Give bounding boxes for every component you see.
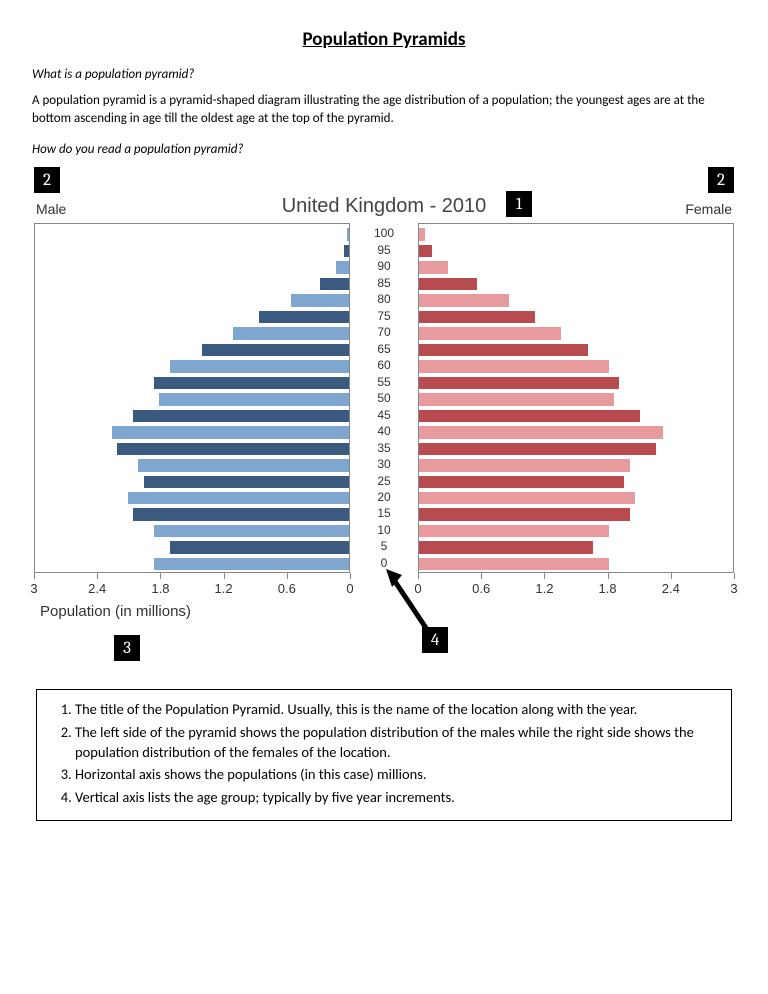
female-bar: [419, 410, 640, 423]
age-label: 60: [350, 359, 418, 371]
female-bar: [419, 508, 630, 521]
age-label: 15: [350, 507, 418, 519]
male-bar: [170, 541, 349, 554]
male-bar: [112, 426, 349, 439]
male-bar: [336, 261, 349, 274]
age-label: 80: [350, 293, 418, 305]
legend-item-2: The left side of the pyramid shows the p…: [75, 723, 717, 762]
female-bar: [419, 245, 432, 258]
age-label: 40: [350, 425, 418, 437]
female-bar: [419, 327, 561, 340]
male-bar: [154, 377, 349, 390]
female-bar: [419, 459, 630, 472]
badge-2-left: 2: [34, 167, 60, 193]
xtick-label: 3: [730, 581, 737, 596]
female-bar: [419, 525, 609, 538]
age-label: 100: [350, 227, 418, 239]
badge-2-right: 2: [708, 167, 734, 193]
age-label: 25: [350, 475, 418, 487]
legend-box: The title of the Population Pyramid. Usu…: [36, 689, 732, 821]
legend-item-4: Vertical axis lists the age group; typic…: [75, 788, 717, 808]
male-bar: [159, 393, 349, 406]
male-bar: [117, 443, 349, 456]
age-label: 45: [350, 409, 418, 421]
female-bar: [419, 558, 609, 571]
female-bar: [419, 311, 535, 324]
xtick-label: 3: [30, 581, 37, 596]
male-bar: [347, 228, 349, 241]
xtick-label: 1.8: [599, 581, 617, 596]
male-bar: [233, 327, 349, 340]
xtick-label: 0.6: [278, 581, 296, 596]
age-label: 10: [350, 524, 418, 536]
pyramid-chart: 2 2 1 Male United Kingdom - 2010 Female …: [34, 167, 734, 677]
badge-4: 4: [422, 627, 448, 653]
age-label: 35: [350, 442, 418, 454]
legend-item-1: The title of the Population Pyramid. Usu…: [75, 700, 717, 720]
age-label: 65: [350, 343, 418, 355]
female-bar: [419, 393, 614, 406]
male-bar: [259, 311, 349, 324]
female-bar: [419, 278, 477, 291]
page-title: Population Pyramids: [32, 28, 736, 51]
male-bar: [320, 278, 349, 291]
x-axis-title: Population (in millions): [40, 603, 191, 620]
female-bar: [419, 344, 588, 357]
age-label: 5: [350, 540, 418, 552]
xtick-label: 1.8: [151, 581, 169, 596]
male-bar: [202, 344, 349, 357]
male-bar: [154, 558, 349, 571]
male-bar: [144, 476, 349, 489]
question-2: How do you read a population pyramid?: [32, 142, 736, 157]
male-bar: [133, 410, 349, 423]
xtick-label: 0.6: [472, 581, 490, 596]
question-1: What is a population pyramid?: [32, 67, 736, 82]
age-label: 50: [350, 392, 418, 404]
age-label: 30: [350, 458, 418, 470]
xtick-label: 1.2: [215, 581, 233, 596]
xtick-label: 0: [346, 581, 353, 596]
female-bar: [419, 541, 593, 554]
female-bar: [419, 443, 656, 456]
age-label: 70: [350, 326, 418, 338]
male-bar: [170, 360, 349, 373]
female-label: Female: [685, 201, 732, 217]
female-bar: [419, 377, 619, 390]
male-bar: [291, 294, 349, 307]
legend-item-3: Horizontal axis shows the populations (i…: [75, 765, 717, 785]
female-bar: [419, 476, 624, 489]
female-bar: [419, 492, 635, 505]
age-label: 90: [350, 260, 418, 272]
age-label: 55: [350, 376, 418, 388]
age-label: 20: [350, 491, 418, 503]
paragraph-1: A population pyramid is a pyramid-shaped…: [32, 92, 736, 128]
badge-3: 3: [114, 635, 140, 661]
male-bar: [133, 508, 349, 521]
male-bar: [138, 459, 349, 472]
male-bar: [344, 245, 349, 258]
xtick-label: 2.4: [662, 581, 680, 596]
age-label: 95: [350, 244, 418, 256]
xtick-label: 1.2: [535, 581, 553, 596]
female-bar: [419, 294, 509, 307]
female-bar: [419, 426, 663, 439]
female-bar: [419, 360, 609, 373]
age-label: 85: [350, 277, 418, 289]
male-bar: [128, 492, 349, 505]
female-bar: [419, 261, 448, 274]
age-axis: 1009590858075706560555045403530252015105…: [350, 223, 418, 573]
chart-title: United Kingdom - 2010: [34, 195, 734, 218]
female-bar: [419, 228, 425, 241]
female-panel: [418, 223, 734, 573]
male-bar: [154, 525, 349, 538]
xtick-label: 2.4: [88, 581, 106, 596]
male-panel: [34, 223, 350, 573]
age-label: 75: [350, 310, 418, 322]
age-label: 0: [350, 557, 418, 569]
